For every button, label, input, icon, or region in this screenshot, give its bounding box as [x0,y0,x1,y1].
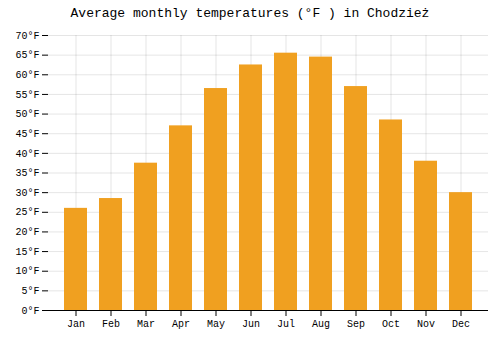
svg-text:Jun: Jun [242,319,260,330]
svg-text:10°F: 10°F [15,266,39,277]
svg-text:Apr: Apr [172,319,190,330]
svg-text:30°F: 30°F [15,188,39,199]
svg-text:Mar: Mar [137,319,155,330]
svg-text:35°F: 35°F [15,168,39,179]
svg-text:70°F: 70°F [15,31,39,42]
svg-text:Jan: Jan [67,319,85,330]
svg-text:Aug: Aug [312,319,330,330]
svg-text:Jul: Jul [277,319,295,330]
svg-text:Dec: Dec [452,319,470,330]
svg-text:Oct: Oct [382,319,400,330]
svg-text:50°F: 50°F [15,109,39,120]
svg-text:15°F: 15°F [15,247,39,258]
svg-text:25°F: 25°F [15,207,39,218]
svg-text:60°F: 60°F [15,70,39,81]
svg-text:40°F: 40°F [15,149,39,160]
html-text:Average monthly temperatures (: Average monthly temperatures (°F ) in Ch… [70,6,430,21]
svg-text:65°F: 65°F [15,50,39,61]
svg-text:55°F: 55°F [15,90,39,101]
svg-text:Feb: Feb [102,319,120,330]
svg-text:Sep: Sep [347,319,365,330]
svg-text:45°F: 45°F [15,129,39,140]
svg-text:20°F: 20°F [15,227,39,238]
svg-text:0°F: 0°F [21,306,39,317]
svg-text:5°F: 5°F [21,286,39,297]
svg-text:May: May [207,319,225,330]
svg-text:Nov: Nov [417,319,435,330]
